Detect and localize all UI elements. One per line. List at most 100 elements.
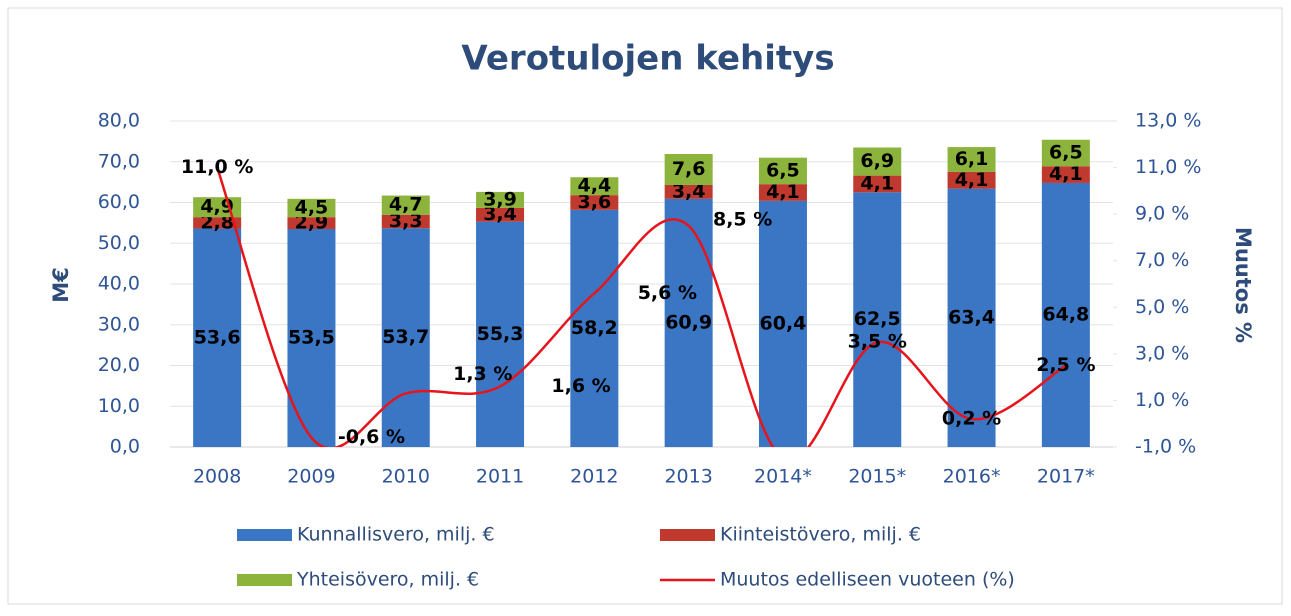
bar-segment bbox=[1041, 139, 1090, 167]
bar-segment bbox=[476, 207, 525, 222]
bar-segment bbox=[381, 214, 430, 229]
line-value-label: -0,6 % bbox=[338, 426, 405, 448]
bar-segment bbox=[758, 200, 807, 447]
bar-value-label: 4,1 bbox=[955, 169, 989, 191]
bar-segment bbox=[947, 147, 996, 172]
y2-tick-label: 1,0 % bbox=[1135, 389, 1189, 411]
bar-value-label: 6,5 bbox=[766, 159, 800, 181]
bar-segment bbox=[381, 228, 430, 447]
line-series bbox=[215, 167, 1067, 447]
y2-tick-label: 3,0 % bbox=[1135, 342, 1189, 364]
bar-segment bbox=[853, 175, 902, 193]
line-value-label: 8,5 % bbox=[713, 208, 772, 230]
bar-value-label: 58,2 bbox=[571, 317, 618, 339]
bar-value-label: 4,1 bbox=[766, 181, 800, 203]
line-value-label: 2,5 % bbox=[1036, 354, 1095, 376]
line-value-label: 3,5 % bbox=[848, 331, 907, 353]
bar-value-label: 3,9 bbox=[483, 188, 517, 210]
y2-tick-label: 9,0 % bbox=[1135, 203, 1189, 225]
x-tick-label: 2013 bbox=[664, 466, 712, 488]
bar-value-label: 53,6 bbox=[194, 326, 241, 348]
bar-segment bbox=[570, 177, 619, 196]
bar-segment bbox=[381, 195, 430, 215]
bar-value-label: 4,5 bbox=[295, 197, 329, 219]
legend-label: Muutos edelliseen vuoteen (%) bbox=[720, 569, 1015, 591]
x-tick-label: 2016* bbox=[943, 466, 1001, 488]
bar-segment bbox=[853, 192, 902, 447]
bar-value-label: 3,4 bbox=[672, 180, 706, 202]
bar-segment bbox=[287, 217, 336, 229]
bar-segment bbox=[570, 209, 619, 447]
x-tick-label: 2012 bbox=[570, 466, 618, 488]
bar-value-label: 53,5 bbox=[288, 326, 335, 348]
bar-value-label: 3,4 bbox=[483, 203, 517, 225]
bar-segment bbox=[664, 198, 713, 447]
line-value-label: 5,6 % bbox=[638, 282, 697, 304]
x-tick-label: 2008 bbox=[193, 466, 241, 488]
line-value-label: 0,2 % bbox=[942, 408, 1001, 430]
legend-label: Kunnallisvero, milj. € bbox=[297, 524, 495, 546]
bar-segment bbox=[287, 198, 336, 218]
y2-tick-label: -1,0 % bbox=[1135, 436, 1196, 458]
bar-value-label: 3,3 bbox=[389, 210, 423, 232]
bar-value-label: 60,9 bbox=[665, 311, 712, 333]
y-tick-label: 40,0 bbox=[98, 273, 140, 295]
y2-tick-label: 7,0 % bbox=[1135, 249, 1189, 271]
bar-value-label: 62,5 bbox=[854, 308, 901, 330]
bar-segment bbox=[193, 228, 242, 447]
bar-segment bbox=[1041, 166, 1090, 183]
bar-value-label: 6,5 bbox=[1049, 141, 1083, 163]
bar-value-label: 55,3 bbox=[477, 323, 524, 345]
bar-segment bbox=[570, 195, 619, 210]
legend-label: Yhteisövero, milj. € bbox=[296, 569, 479, 591]
y-tick-label: 20,0 bbox=[98, 354, 140, 376]
y-tick-label: 70,0 bbox=[98, 150, 140, 172]
bar-value-label: 4,7 bbox=[389, 194, 423, 216]
legend-swatch bbox=[237, 574, 292, 586]
y-tick-label: 30,0 bbox=[98, 313, 140, 335]
bar-value-label: 4,1 bbox=[860, 172, 894, 194]
bar-segment bbox=[193, 217, 242, 229]
x-tick-label: 2015* bbox=[848, 466, 906, 488]
x-tick-label: 2017* bbox=[1037, 466, 1095, 488]
bar-value-label: 6,1 bbox=[955, 148, 989, 170]
bar-value-label: 3,6 bbox=[578, 191, 612, 213]
x-tick-label: 2009 bbox=[287, 466, 335, 488]
y2-axis-title: Muutos % bbox=[1231, 227, 1255, 343]
bar-segment bbox=[1041, 182, 1090, 447]
bar-segment bbox=[758, 184, 807, 201]
bar-value-label: 53,7 bbox=[382, 326, 429, 348]
line-value-label: 1,3 % bbox=[453, 363, 512, 385]
y2-tick-label: 11,0 % bbox=[1135, 156, 1201, 178]
y-tick-label: 0,0 bbox=[110, 436, 140, 458]
x-tick-label: 2010 bbox=[382, 466, 430, 488]
line-value-label: 1,6 % bbox=[551, 375, 610, 397]
bar-segment bbox=[664, 184, 713, 199]
y-axis-title: M€ bbox=[49, 267, 73, 303]
legend-label: Kiinteistövero, milj. € bbox=[720, 524, 921, 546]
bar-segment bbox=[947, 188, 996, 447]
bar-segment bbox=[476, 221, 525, 447]
y2-tick-label: 5,0 % bbox=[1135, 296, 1189, 318]
bar-segment bbox=[758, 157, 807, 185]
bar-value-label: 7,6 bbox=[672, 158, 706, 180]
x-tick-label: 2011 bbox=[476, 466, 524, 488]
bar-value-label: 63,4 bbox=[948, 306, 995, 328]
bar-value-label: 64,8 bbox=[1042, 303, 1089, 325]
bar-value-label: 60,4 bbox=[760, 312, 807, 334]
y-tick-label: 10,0 bbox=[98, 395, 140, 417]
bar-value-label: 4,4 bbox=[578, 175, 612, 197]
y-tick-label: 50,0 bbox=[98, 232, 140, 254]
x-tick-label: 2014* bbox=[754, 466, 812, 488]
bar-segment bbox=[476, 191, 525, 208]
bar-segment bbox=[853, 147, 902, 176]
bar-segment bbox=[947, 171, 996, 189]
legend-swatch bbox=[660, 529, 715, 541]
bar-value-label: 4,9 bbox=[200, 196, 234, 218]
y2-tick-label: 13,0 % bbox=[1135, 110, 1201, 132]
chart-title: Verotulojen kehitys bbox=[461, 39, 834, 79]
legend-swatch bbox=[237, 529, 292, 541]
bar-value-label: 4,1 bbox=[1049, 163, 1083, 185]
bar-value-label: 6,9 bbox=[860, 150, 894, 172]
